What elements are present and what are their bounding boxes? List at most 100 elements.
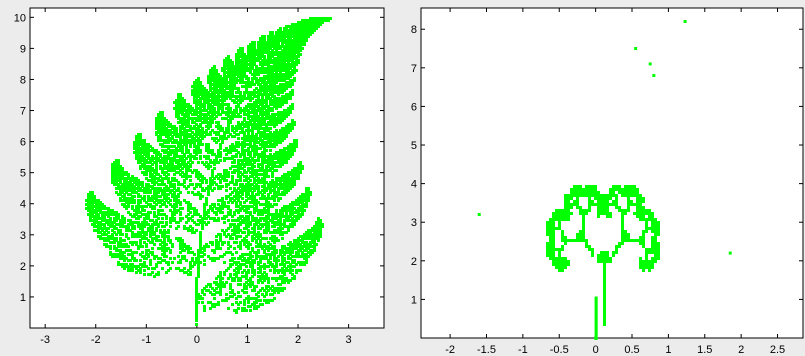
fern-point xyxy=(115,183,118,186)
fern-points xyxy=(85,17,332,326)
fern-point xyxy=(223,271,226,274)
fern-point xyxy=(129,179,132,182)
fern-point xyxy=(207,81,210,84)
fern-point xyxy=(195,223,198,226)
fern-point xyxy=(235,57,238,60)
fern-point xyxy=(125,181,128,184)
fern-point xyxy=(289,207,292,210)
fern-point xyxy=(283,223,286,226)
fern-point xyxy=(155,235,158,238)
fern-point xyxy=(99,237,102,240)
fern-point xyxy=(259,147,262,150)
fern-point xyxy=(275,45,278,48)
fern-point xyxy=(273,75,276,78)
fern-point xyxy=(291,125,294,128)
fern-point xyxy=(271,107,274,110)
fern-point xyxy=(139,181,142,184)
fern-point xyxy=(271,219,274,222)
fern-point xyxy=(103,233,106,236)
fern-point xyxy=(167,167,170,170)
fern-point xyxy=(221,211,224,214)
fern-point xyxy=(293,219,296,222)
fern-point xyxy=(229,151,232,154)
fern-point xyxy=(137,133,140,136)
fern-point xyxy=(119,219,122,222)
fern-point xyxy=(251,115,254,118)
fern-point xyxy=(163,139,166,142)
fern-point xyxy=(255,109,258,112)
fern-point xyxy=(279,75,282,78)
fern-point xyxy=(171,189,174,192)
fern-point xyxy=(197,171,200,174)
fern-point xyxy=(257,271,260,274)
fern-point xyxy=(281,149,284,152)
fern-point xyxy=(239,195,242,198)
fern-point xyxy=(217,77,220,80)
fern-point xyxy=(241,167,244,170)
fern-point xyxy=(245,291,248,294)
fern-point xyxy=(265,67,268,70)
fern-point xyxy=(301,201,304,204)
fern-point xyxy=(281,33,284,36)
fern-point xyxy=(251,219,254,222)
fern-point xyxy=(145,167,148,170)
fern-point xyxy=(287,219,290,222)
fern-point xyxy=(223,173,226,176)
fern-point xyxy=(275,143,278,146)
fern-point xyxy=(283,129,286,132)
fern-point xyxy=(239,245,242,248)
fern-point xyxy=(165,249,168,252)
fern-point xyxy=(161,247,164,250)
fern-point xyxy=(155,159,158,162)
fern-point xyxy=(243,107,246,110)
fern-point xyxy=(163,151,166,154)
fern-point xyxy=(247,125,250,128)
fern-point xyxy=(191,257,194,260)
fern-point xyxy=(183,225,186,228)
fern-point xyxy=(269,183,272,186)
fern-point xyxy=(171,185,174,188)
fern-point xyxy=(263,249,266,252)
fern-point xyxy=(229,81,232,84)
fern-point xyxy=(251,235,254,238)
fern-point xyxy=(101,227,104,230)
fern-point xyxy=(197,253,200,256)
fern-point xyxy=(89,201,92,204)
fern-point xyxy=(269,31,272,34)
fern-point xyxy=(269,131,272,134)
fern-point xyxy=(207,121,210,124)
fern-point xyxy=(305,199,308,202)
fern-point xyxy=(313,227,316,230)
fern-point xyxy=(157,225,160,228)
fern-point xyxy=(289,83,292,86)
fern-point xyxy=(243,65,246,68)
fern-point xyxy=(269,157,272,160)
fern-point xyxy=(139,215,142,218)
fern-point xyxy=(281,207,284,210)
fern-point xyxy=(223,63,226,66)
fern-point xyxy=(193,85,196,88)
fern-point xyxy=(245,63,248,66)
fern-point xyxy=(123,251,126,254)
fern-point xyxy=(147,215,150,218)
fern-point xyxy=(145,143,148,146)
fern-point xyxy=(237,223,240,226)
fern-point xyxy=(167,269,170,272)
fern-point xyxy=(287,243,290,246)
fern-point xyxy=(285,205,288,208)
fern-point xyxy=(251,81,254,84)
fern-point xyxy=(289,85,292,88)
fern-point xyxy=(267,71,270,74)
fern-point xyxy=(155,149,158,152)
fern-point xyxy=(257,243,260,246)
fern-point xyxy=(275,195,278,198)
fern-point xyxy=(265,161,268,164)
fern-point xyxy=(155,273,158,276)
fern-point xyxy=(259,37,262,40)
fern-point xyxy=(217,105,220,108)
fern-point xyxy=(269,67,272,70)
fern-point xyxy=(113,225,116,228)
fern-point xyxy=(245,107,248,110)
fern-point xyxy=(303,193,306,196)
fern-point xyxy=(317,237,320,240)
